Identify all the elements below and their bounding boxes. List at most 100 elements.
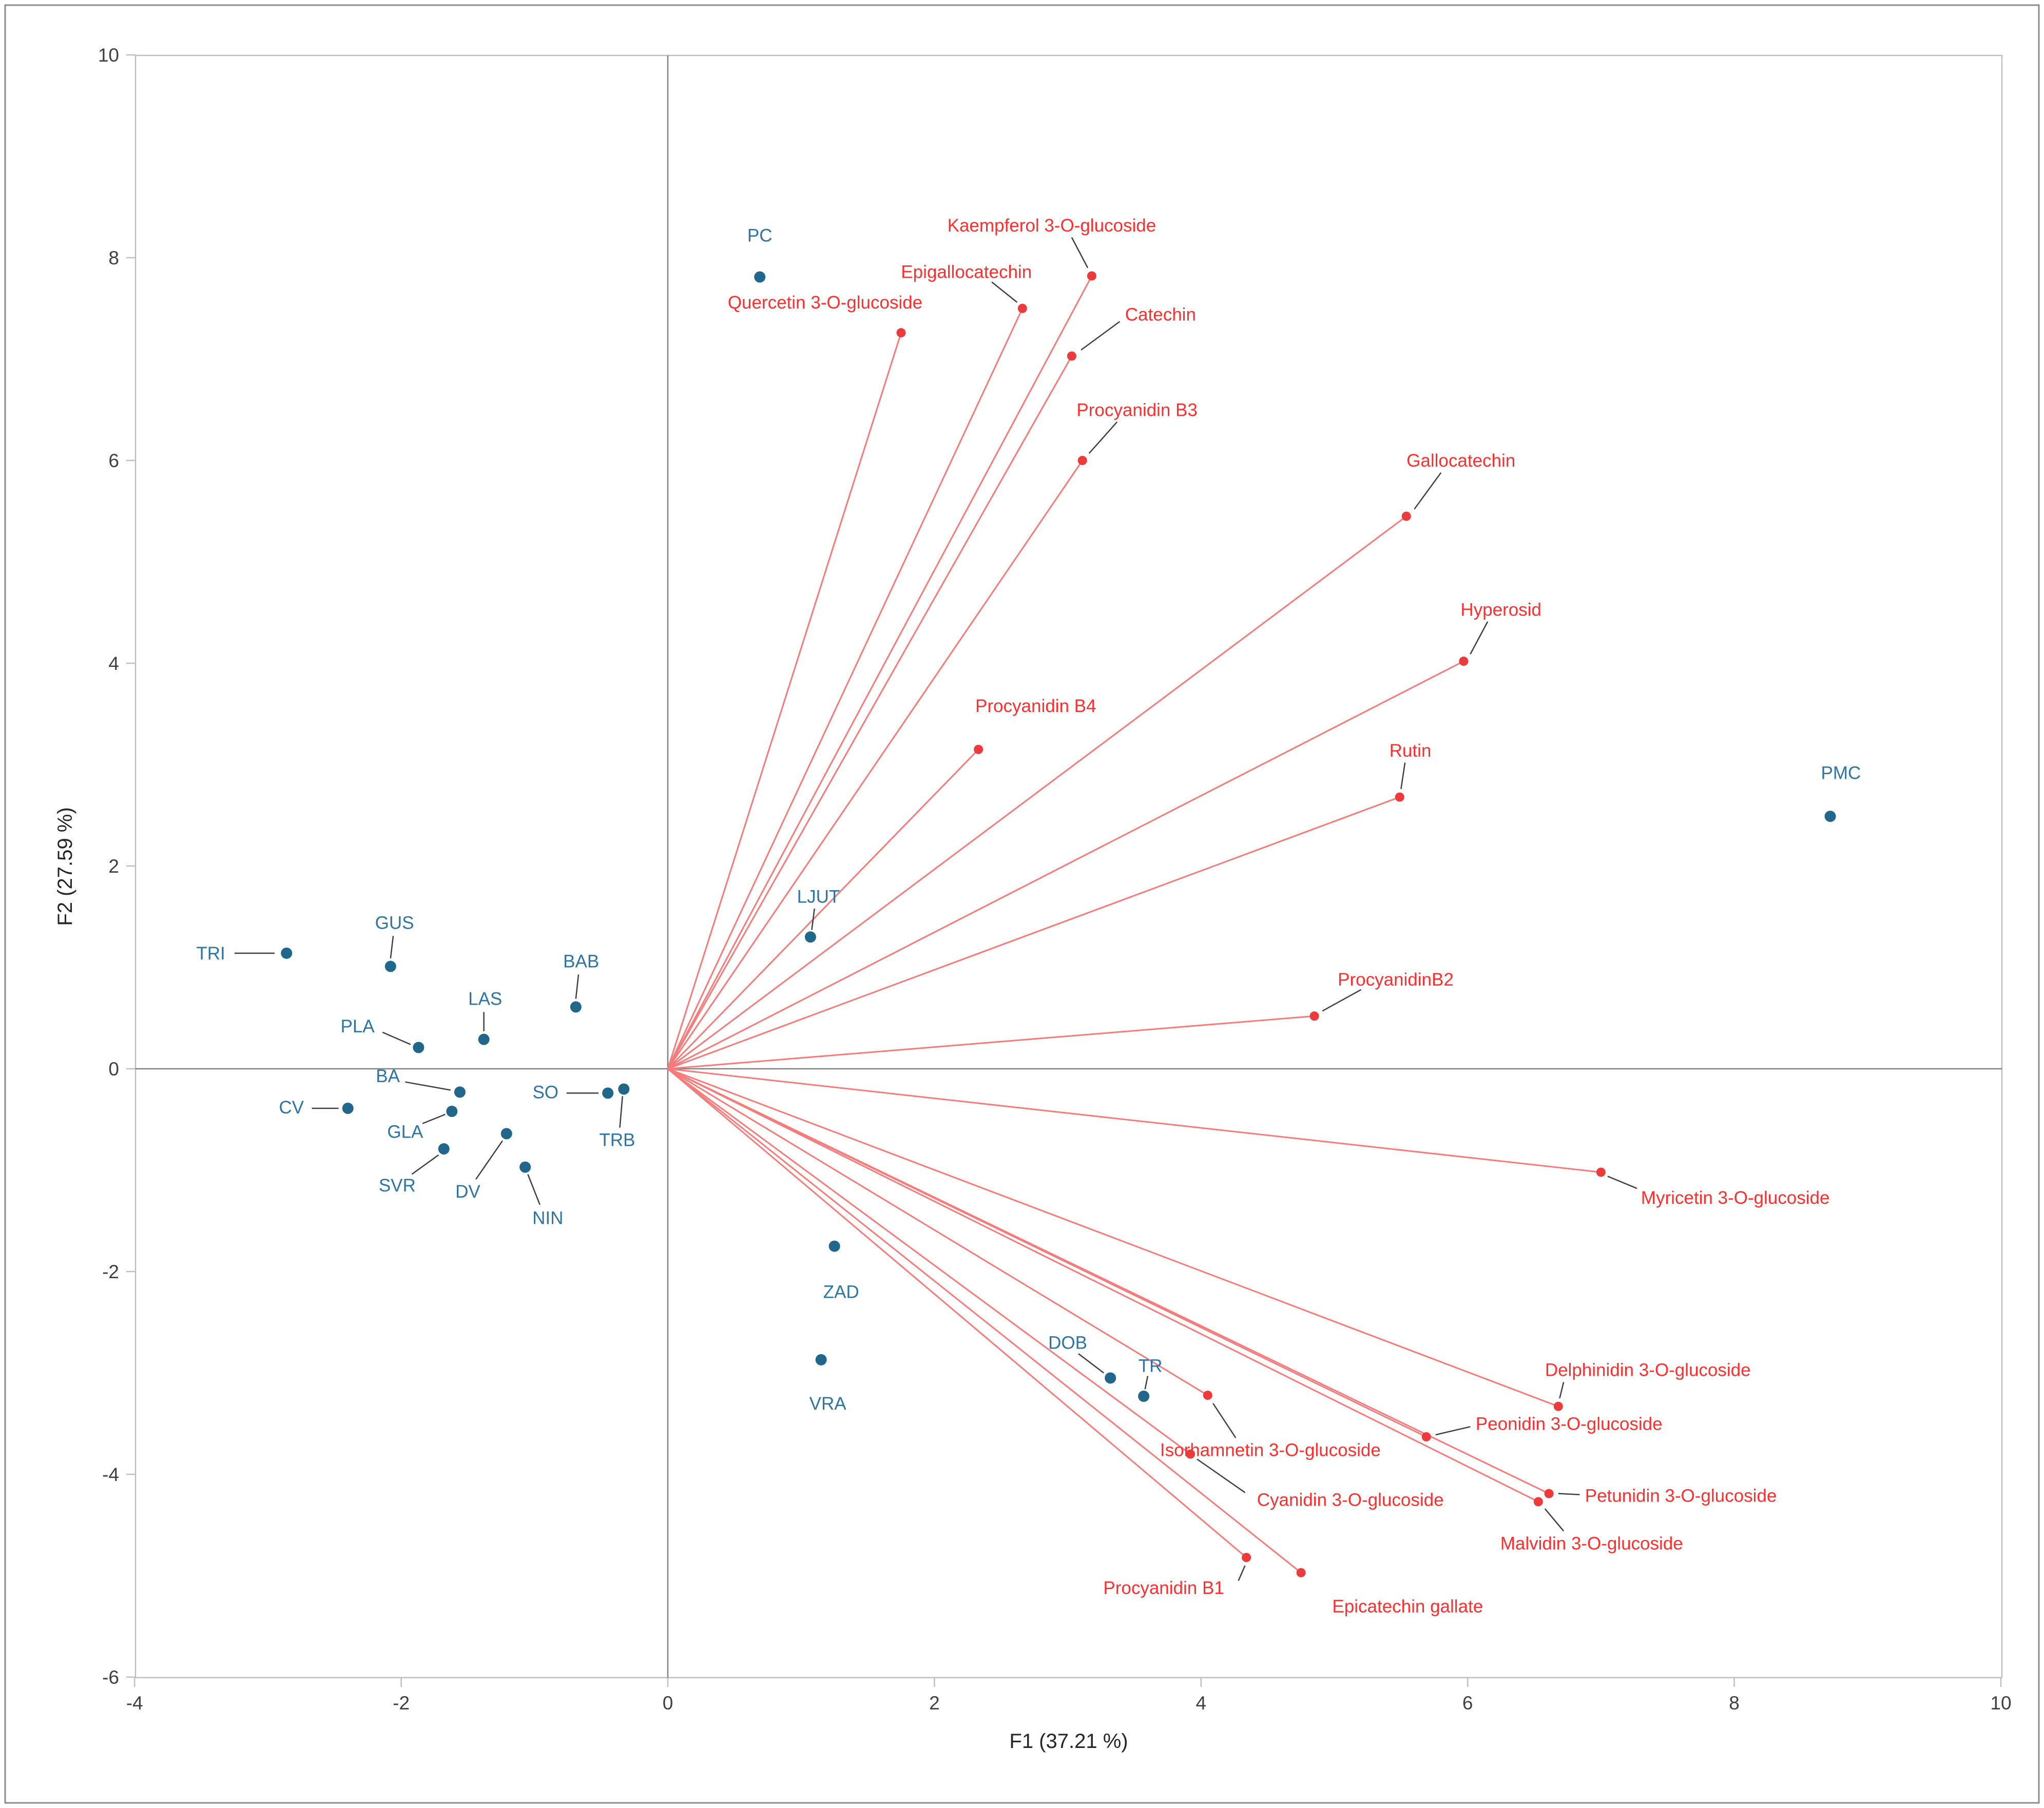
variable-vector [667,515,1407,1070]
variable-label: Delphinidin 3-O-glucoside [1545,1360,1751,1380]
variable-label-leader [1414,472,1442,510]
sample-label: TR [1139,1356,1163,1376]
variable-label-leader [1558,1493,1580,1495]
variable-vector [667,1068,1602,1173]
variable-vector [667,355,1073,1069]
variable-point [1401,511,1411,521]
sample-label: SO [532,1082,558,1102]
sample-label-leader [405,1081,451,1091]
sample-point [438,1143,450,1155]
variable-point [1296,1568,1306,1578]
variable-label: Procyanidin B3 [1076,400,1197,420]
variable-label: Procyanidin B1 [1103,1578,1224,1598]
sample-point [1138,1390,1150,1402]
sample-label: DOB [1048,1333,1087,1353]
sample-label-leader [382,1031,411,1045]
sample-label: PC [747,226,773,246]
y-axis-tick-label: -4 [102,1464,119,1485]
x-axis-tick-label: 4 [1196,1692,1207,1714]
variable-label: Catechin [1125,305,1196,325]
sample-label: BAB [563,952,599,972]
x-axis-tick-label: 2 [929,1692,940,1714]
sample-label-leader [390,936,394,958]
variable-label: Procyanidin B4 [975,696,1096,716]
sample-label: DV [455,1182,480,1202]
sample-point [478,1033,490,1045]
variable-vector [667,660,1464,1070]
variable-label-leader [1238,1565,1246,1581]
variable-label: Peonidin 3-O-glucoside [1476,1414,1663,1434]
variable-label-leader [1470,621,1489,655]
variable-label: Epigallocatechin [901,262,1032,282]
y-axis-tick-label: 10 [98,45,119,66]
variable-vector [667,1068,1208,1396]
x-axis-tick-label: -4 [126,1692,143,1714]
y-axis-tick-label: 2 [108,856,119,877]
sample-label: GUS [375,913,414,933]
variable-vector [667,332,902,1069]
variable-label-leader [1088,421,1118,454]
variable-vector [667,1068,1191,1455]
y-axis-tick-label: 0 [108,1059,119,1080]
variable-point [1017,303,1027,313]
variable-point [974,744,984,754]
variable-vector [667,796,1400,1070]
sample-label: TRI [196,944,225,964]
variable-vector [667,1068,1247,1559]
variable-point [896,328,906,338]
variable-vector [667,1068,1550,1494]
sample-point [519,1161,531,1173]
sample-point [815,1354,827,1365]
variable-point [1533,1497,1543,1507]
sample-label-leader [575,974,580,999]
sample-label: CV [279,1098,304,1118]
variable-vector [667,460,1083,1069]
variable-point [1203,1390,1212,1400]
variable-point [1596,1167,1606,1177]
sample-label-leader [1144,1376,1149,1390]
variable-label-leader [991,281,1018,303]
variable-vector [667,1015,1315,1070]
variable-label: Isorhamnetin 3-O-glucoside [1160,1440,1381,1460]
x-axis-tick-label: 8 [1729,1692,1740,1714]
sample-point [828,1240,840,1252]
sample-label-leader [811,908,815,930]
variable-label-leader [1322,989,1362,1012]
variable-label: Kaempferol 3-O-glucoside [948,216,1156,236]
sample-label-leader [619,1096,623,1128]
variable-label-leader [1197,1458,1246,1493]
sample-label: VRA [809,1394,847,1414]
variable-label: Rutin [1390,741,1432,761]
variable-point [1395,792,1404,802]
variable-label: Epicatechin gallate [1332,1597,1483,1617]
variable-label: Quercetin 3-O-glucoside [728,293,922,313]
x-axis-tick-label: 10 [1990,1692,2011,1714]
sample-label: PMC [1821,763,1861,783]
variable-label: ProcyanidinB2 [1338,970,1454,990]
variable-vector [667,1068,1559,1408]
sample-point [570,1001,582,1013]
sample-point [754,271,766,283]
variable-point [1309,1011,1319,1021]
y-axis-tick-label: 8 [108,247,119,268]
sample-point [500,1128,512,1140]
y-axis-tick-label: -2 [102,1261,119,1282]
variable-label-leader [1400,762,1406,790]
y-axis-tick-label: 4 [108,653,119,674]
sample-point [342,1103,354,1114]
sample-point [618,1083,630,1095]
sample-point [384,960,396,972]
y-axis-title: F2 (27.59 %) [54,807,76,926]
variable-point [1067,351,1076,361]
sample-point [1824,811,1836,822]
variable-label: Gallocatechin [1406,451,1515,471]
sample-label: LAS [468,989,502,1009]
sample-label-leader [422,1113,446,1124]
figure-border [4,4,2040,1804]
sample-label: TRB [599,1130,635,1150]
variable-point [1186,1449,1195,1459]
variable-label-leader [1559,1381,1565,1399]
variable-label-leader [1544,1508,1565,1532]
